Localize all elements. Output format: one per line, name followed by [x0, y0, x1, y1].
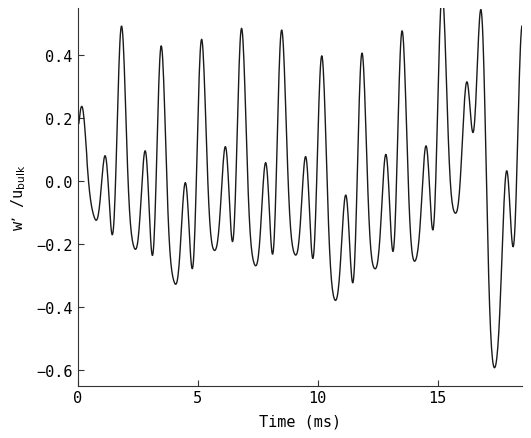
Y-axis label: w’ /u$_{\mathrm{bulk}}$: w’ /u$_{\mathrm{bulk}}$: [9, 164, 28, 230]
X-axis label: Time (ms): Time (ms): [259, 414, 341, 429]
